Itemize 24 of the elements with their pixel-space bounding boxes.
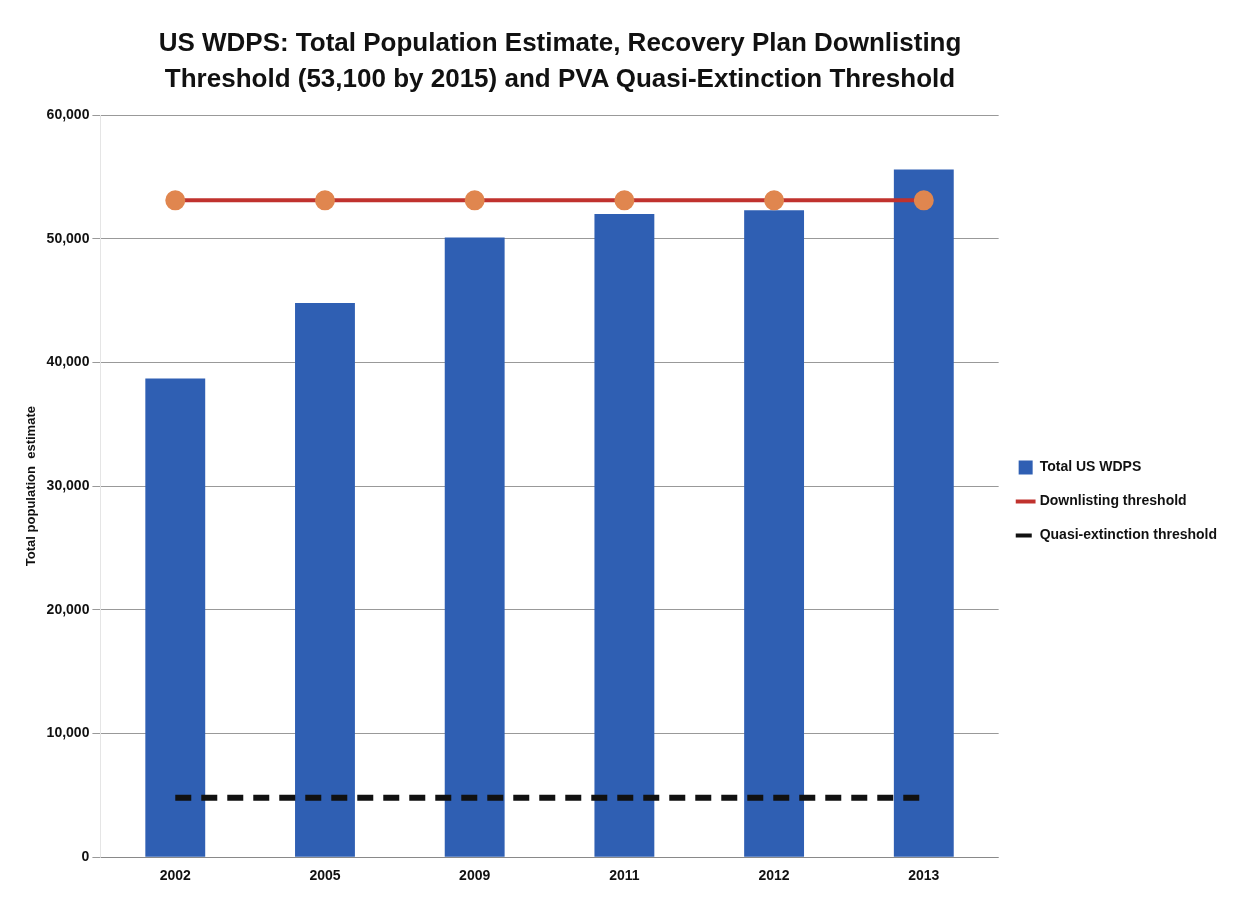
legend-label: Total US WDPS [1039, 458, 1142, 475]
bar [594, 213, 655, 857]
x-tick-label: 2009 [459, 867, 491, 884]
chart-title: US WDPS: Total Population Estimate, Recovery Plan Downlisting Threshold (53,100 by 2015) and PVA Quasi-Extinction Threshold [157, 26, 963, 95]
bar [744, 210, 805, 857]
y-tick-label: 20,000 [46, 600, 90, 617]
bar [444, 237, 505, 857]
bar [295, 303, 355, 857]
bar [893, 169, 954, 857]
y-tick-label: 0 [81, 848, 90, 865]
y-axis-title: Total population estimate [23, 406, 39, 567]
y-tick-label: 10,000 [46, 724, 90, 741]
x-tick-label: 2012 [758, 867, 790, 884]
legend-label: Quasi-extinction threshold [1039, 526, 1218, 543]
x-tick-label: 2002 [159, 867, 192, 884]
legend-label: Downlisting threshold [1039, 492, 1187, 509]
y-tick-label: 60,000 [46, 105, 90, 122]
x-tick-label: 2013 [908, 867, 940, 884]
y-tick-label: 40,000 [46, 353, 90, 370]
bar [145, 378, 206, 857]
y-tick-label: 30,000 [46, 476, 90, 493]
x-tick-label: 2005 [309, 867, 341, 884]
y-tick-label: 50,000 [46, 229, 90, 246]
x-tick-label: 2011 [609, 867, 640, 884]
